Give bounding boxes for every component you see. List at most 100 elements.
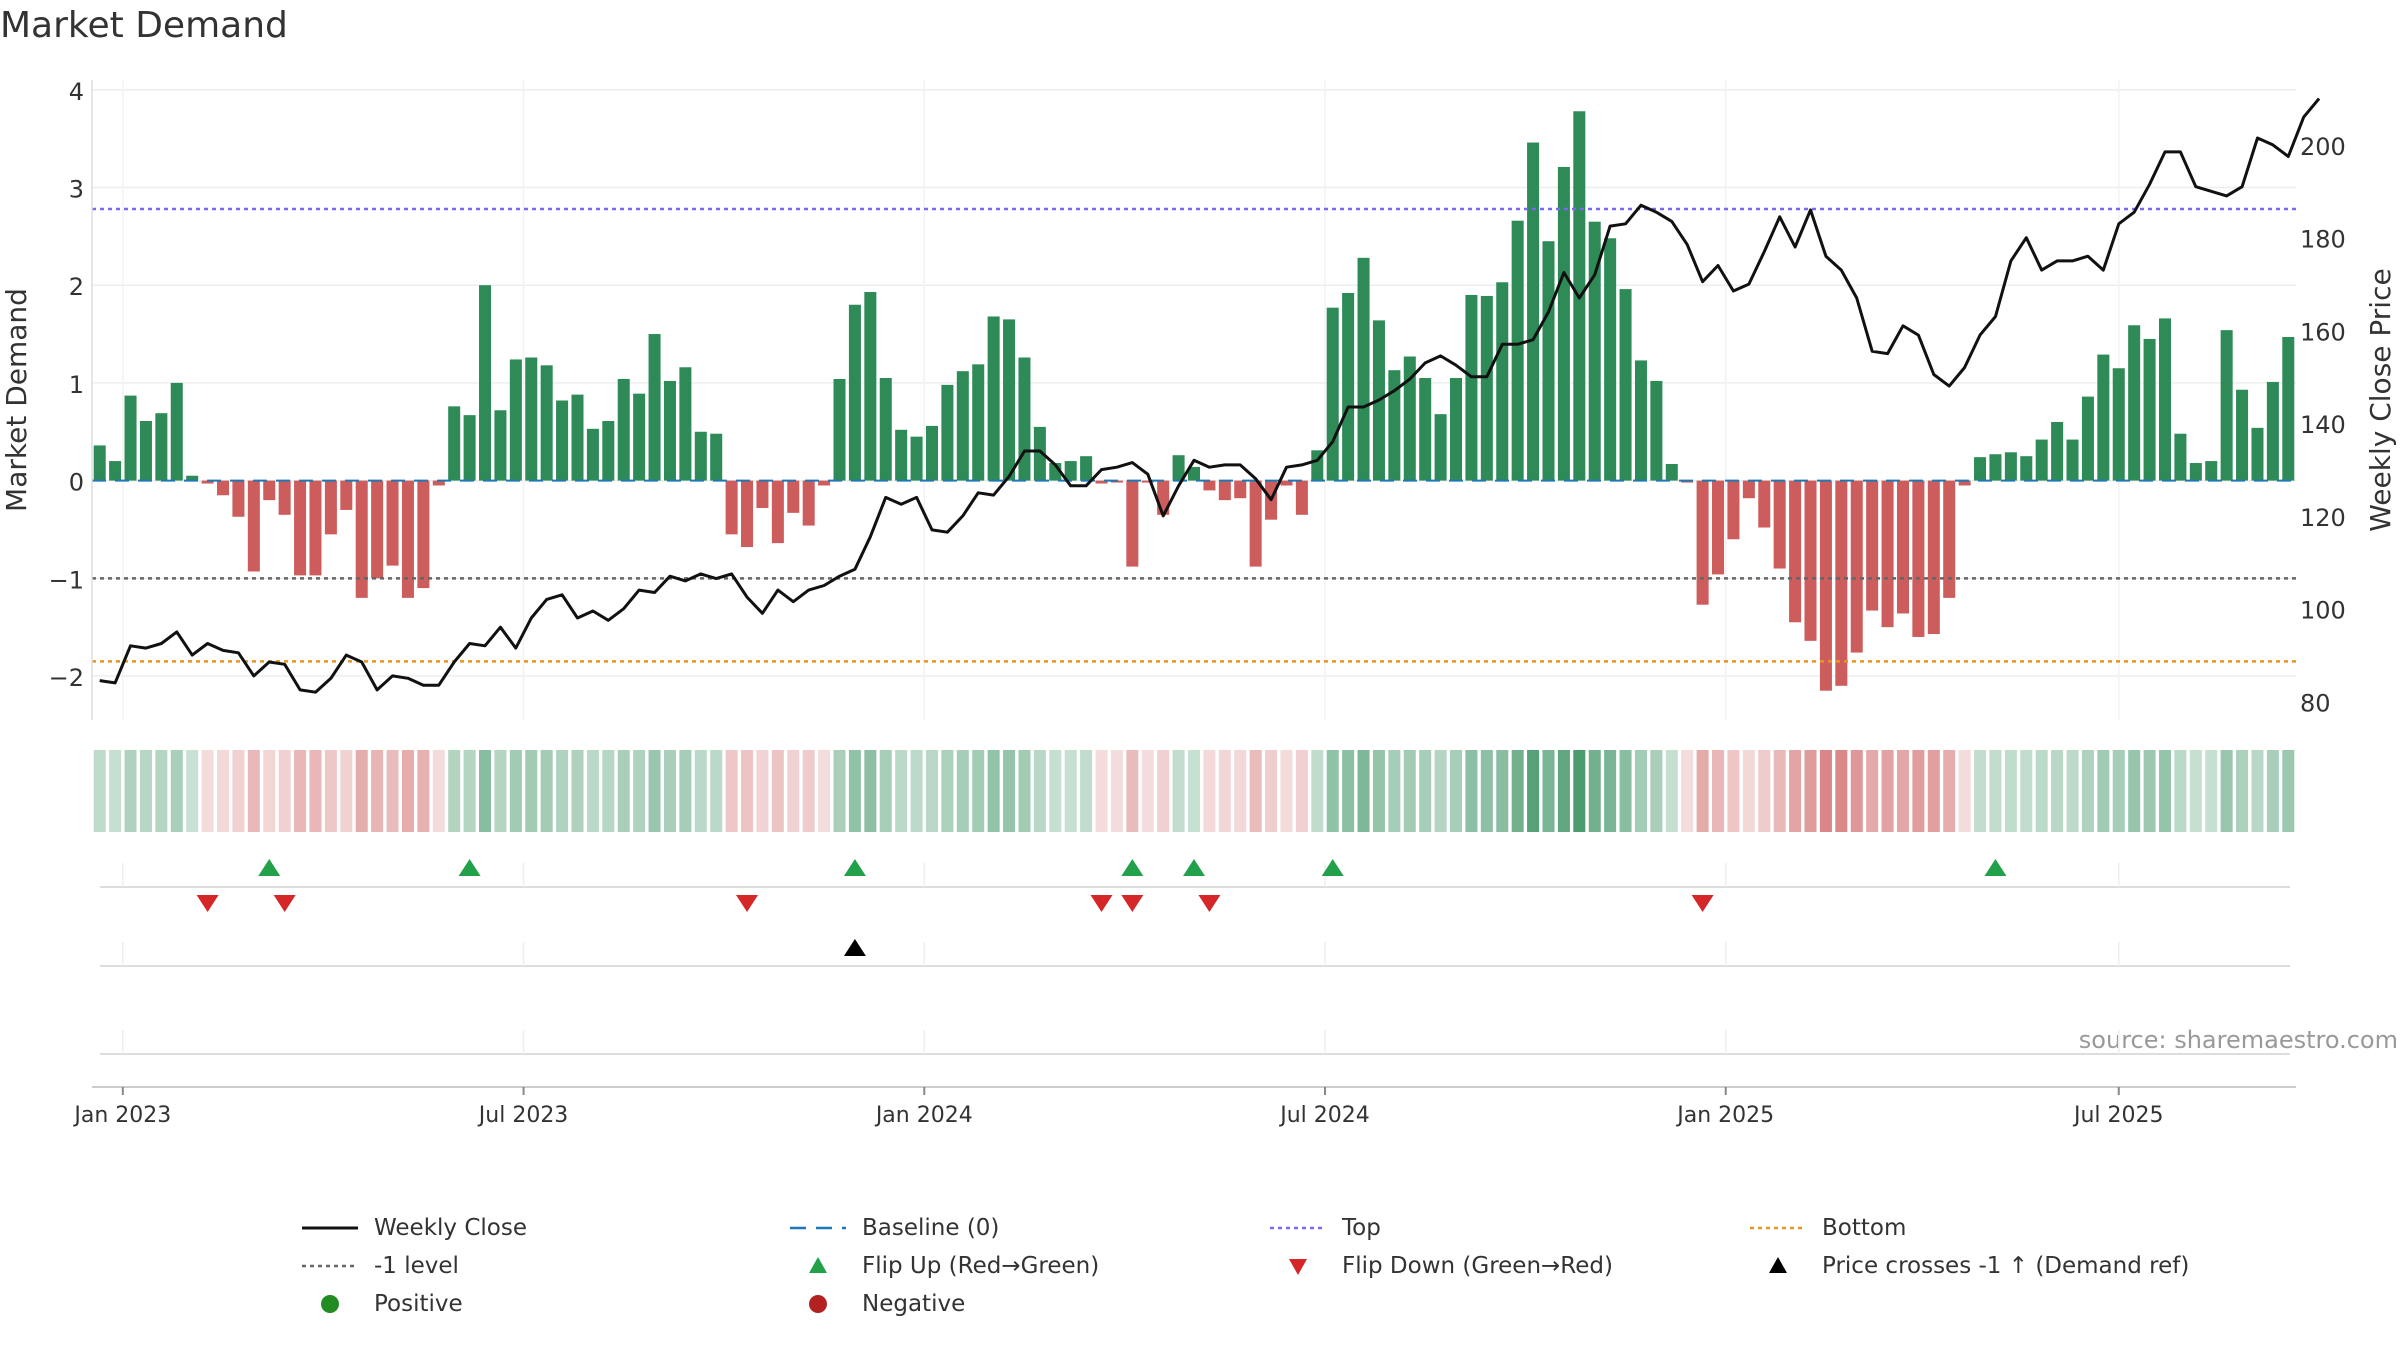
heat-cell [1866, 750, 1879, 832]
demand-bar [247, 480, 260, 572]
heat-cell [232, 750, 245, 832]
heat-cell [648, 750, 661, 832]
demand-bar [1527, 142, 1540, 481]
demand-bar [2251, 427, 2264, 481]
demand-bar [1465, 294, 1478, 481]
x-axis: Jan 2023 Jul 2023 Jan 2024 Jul 2024 Jan 2025… [72, 1086, 2296, 1128]
legend-item-flip-up: Flip Up (Red→Green) [788, 1248, 1099, 1284]
demand-bar [432, 480, 445, 486]
heat-cell [216, 750, 230, 832]
demand-bar [1650, 380, 1663, 481]
legend-label: Negative [862, 1291, 966, 1317]
y2-tick-label: 80 [2300, 689, 2331, 717]
demand-bar [756, 480, 769, 508]
y2-tick-label: 100 [2300, 597, 2346, 625]
demand-bar [663, 380, 676, 481]
legend-label: Positive [374, 1291, 463, 1317]
heat-cell [1989, 750, 2002, 832]
heat-cell [1604, 750, 1617, 832]
flip-down-marker [1198, 895, 1221, 912]
heat-cell [2158, 750, 2172, 832]
heat-cell [1187, 750, 1201, 832]
heat-cell [1850, 750, 1863, 832]
heat-cell [1665, 750, 1678, 832]
legend-item-baseline: Baseline (0) [788, 1210, 999, 1246]
x-tick-label: Jul 2025 [2072, 1103, 2164, 1128]
heat-cell [1372, 750, 1385, 832]
flip-down-marker [1691, 895, 1714, 912]
demand-bar [1003, 319, 1016, 481]
demand-bar [1927, 480, 1940, 635]
demand-bar [1789, 480, 1802, 623]
demand-bar [1450, 378, 1463, 481]
heat-cell [2266, 750, 2279, 832]
demand-bar [1496, 282, 1509, 481]
demand-bar [263, 480, 276, 501]
heat-cell [479, 750, 492, 832]
demand-bar [571, 394, 584, 481]
heat-cell [247, 750, 260, 832]
heat-cell [1311, 750, 1324, 832]
legend-item-positive: Positive [300, 1286, 463, 1322]
heat-cell [2081, 750, 2094, 832]
demand-bar [2128, 325, 2141, 481]
demand-bar [1727, 480, 1740, 540]
demand-bar [124, 395, 137, 481]
heat-cell [694, 750, 707, 832]
heat-cell [1712, 750, 1725, 832]
heat-cell [1681, 750, 1694, 832]
demand-bar [1511, 220, 1524, 481]
legend-item-price-cross: Price crosses -1 ↑ (Demand ref) [1748, 1248, 2189, 1284]
y2-axis-label: Weekly Close Price [2364, 268, 2397, 531]
demand-bar [771, 480, 784, 544]
heat-cell [1218, 750, 1231, 832]
demand-bar [2112, 368, 2125, 481]
flip-up-marker [458, 859, 481, 876]
heat-cell [1974, 750, 1987, 832]
heat-cell [1465, 750, 1478, 832]
demand-bar [1804, 480, 1817, 641]
demand-bar [1203, 480, 1216, 491]
heat-cell [1881, 750, 1894, 832]
heat-cell [1696, 750, 1709, 832]
heat-cell [1542, 750, 1555, 832]
demand-bar [1866, 480, 1879, 611]
y-tick-label: −1 [49, 566, 84, 594]
demand-bar [417, 480, 430, 589]
heat-cell [925, 750, 938, 832]
legend-label: Flip Down (Green→Red) [1342, 1253, 1613, 1279]
flip-up-marker [1121, 859, 1144, 876]
demand-bar [401, 480, 414, 598]
demand-bar [386, 480, 399, 566]
heat-cell [324, 750, 337, 832]
demand-bar [1989, 454, 2002, 481]
heat-cell [1727, 750, 1740, 832]
demand-bar [1234, 480, 1247, 499]
demand-bar [741, 480, 754, 548]
demand-bar [340, 480, 353, 510]
demand-bar [2097, 354, 2110, 481]
y2-tick-label: 180 [2300, 226, 2346, 254]
demand-bar [586, 428, 599, 481]
demand-bar [925, 425, 938, 481]
legend-label: Top [1342, 1215, 1381, 1241]
legend-item-minus-one: -1 level [300, 1248, 459, 1284]
heat-cell [509, 750, 522, 832]
demand-bar [509, 359, 522, 481]
demand-bar [1712, 480, 1725, 575]
legend-label: Baseline (0) [862, 1215, 1000, 1241]
demand-bar [1434, 414, 1447, 481]
heat-cell [1742, 750, 1755, 832]
demand-bar [1064, 461, 1077, 481]
demand-bar [155, 413, 168, 481]
demand-bar [864, 292, 877, 481]
top-dotted-icon [1268, 1213, 1328, 1243]
heat-cell [93, 750, 106, 832]
heat-cell [448, 750, 461, 832]
demand-bar [1172, 455, 1185, 481]
demand-bar [710, 433, 723, 481]
heat-cell [956, 750, 969, 832]
heat-cell [1958, 750, 1971, 832]
demand-bar [556, 400, 569, 481]
demand-bar [1480, 295, 1493, 481]
